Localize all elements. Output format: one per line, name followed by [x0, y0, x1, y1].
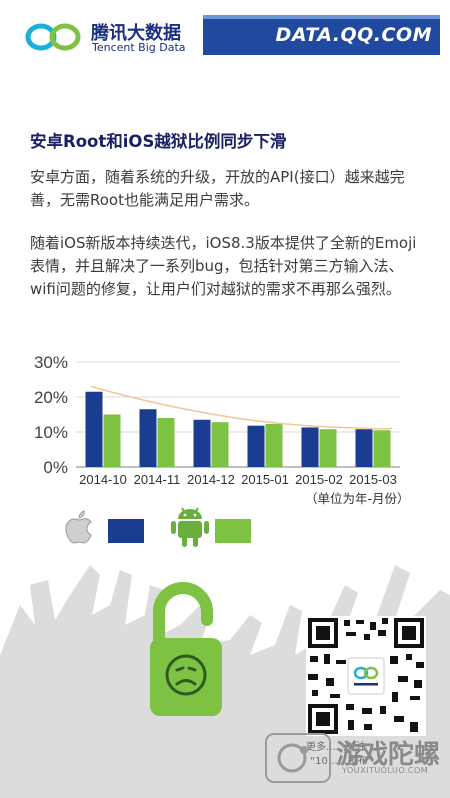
legend-android-swatch — [215, 519, 251, 543]
article-paragraph-ios: 随着iOS新版本持续迭代，iOS8.3版本提供了全新的Emoji表情，并且解决了… — [30, 234, 417, 298]
site-url[interactable]: DATA.QQ.COM — [275, 24, 432, 46]
article-title: 安卓Root和iOS越狱比例同步下滑 — [30, 132, 287, 151]
header-banner — [203, 15, 440, 55]
bar-series-2 — [211, 422, 229, 467]
y-tick-label: 20% — [34, 388, 68, 407]
trend-line — [90, 385, 393, 430]
x-tick-label: 2015-03 — [349, 472, 397, 487]
bar-series-2 — [157, 418, 175, 467]
y-tick-label: 0% — [43, 458, 68, 477]
android-icon — [171, 507, 209, 547]
bar-series-1 — [139, 409, 157, 467]
bar-series-1 — [301, 427, 319, 467]
article-paragraph-android: 安卓方面，随着系统的升级，开放的API(接口）越来越完善，无需Root也能满足用… — [30, 168, 405, 209]
qr-caption-line-1: 更多……关注 — [306, 742, 366, 753]
tencent-logo-icon — [25, 23, 81, 51]
watermark-name: 游戏陀螺 — [336, 740, 441, 770]
header: 腾讯大数据 Tencent Big Data DATA.QQ.COM — [0, 0, 450, 62]
bar-series-2 — [265, 423, 283, 467]
y-tick-label: 10% — [34, 423, 68, 442]
logo-chinese: 腾讯大数据 — [91, 23, 181, 44]
bar-chart: 0% 10% 20% 30% 2014-10 2014-11 2014-12 2015-01 2… — [34, 353, 400, 487]
bar-series-1 — [355, 429, 373, 467]
chart-unit-label: （单位为年-月份） — [305, 491, 410, 506]
y-tick-label: 30% — [34, 353, 68, 372]
bar-series-2 — [373, 430, 391, 467]
bar-series-2 — [103, 414, 121, 467]
logo-english: Tencent Big Data — [92, 41, 186, 54]
open-lock-sad-icon — [150, 582, 222, 716]
watermark-logo-icon — [265, 733, 331, 783]
header-stripe — [203, 15, 440, 19]
x-tick-label: 2014-10 — [79, 472, 127, 487]
bar-series-1 — [193, 419, 211, 467]
watermark-url: YOUXITUOLUO.COM — [342, 766, 429, 775]
qr-caption-line-2: “10……发布” — [310, 756, 374, 767]
bar-series-2 — [319, 429, 337, 467]
x-tick-label: 2014-12 — [187, 472, 235, 487]
legend-ios-swatch — [108, 519, 144, 543]
x-tick-label: 2015-01 — [241, 472, 289, 487]
bar-series-1 — [247, 425, 265, 467]
apple-icon — [65, 510, 92, 544]
x-tick-label: 2014-11 — [134, 472, 181, 487]
x-tick-label: 2015-02 — [295, 472, 343, 487]
qr-code[interactable] — [306, 616, 426, 736]
bar-series-1 — [85, 391, 103, 467]
